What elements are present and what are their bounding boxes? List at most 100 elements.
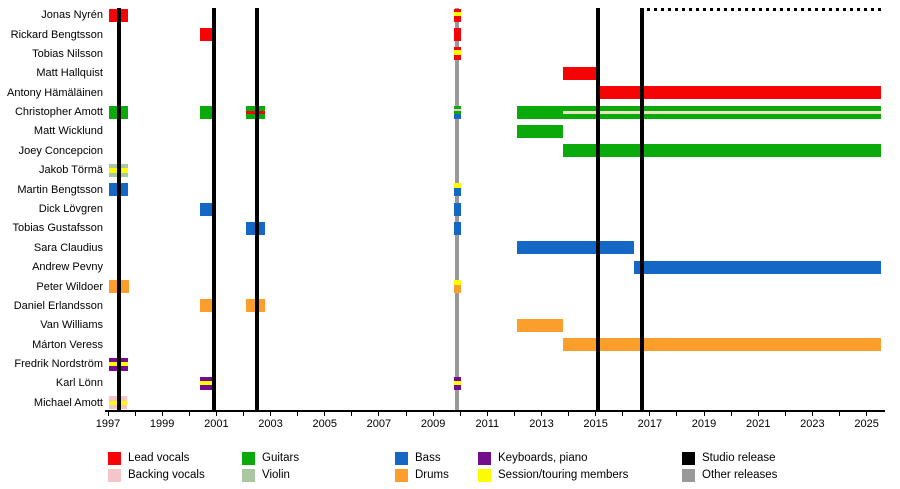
- legend-swatch: [242, 468, 255, 482]
- bar-segment: [454, 183, 461, 188]
- member-label: Fredrik Nordström: [14, 358, 103, 371]
- x-axis-label: 2019: [691, 418, 717, 430]
- x-axis-label: 2009: [420, 418, 446, 430]
- x-axis-label: 2015: [583, 418, 608, 430]
- timeline-bar: [454, 8, 461, 22]
- bar-segment: [454, 15, 461, 22]
- legend-label: Session/touring members: [498, 469, 629, 481]
- x-axis-tick: [297, 412, 299, 416]
- x-axis-label: 2013: [529, 418, 554, 430]
- x-axis-tick: [486, 412, 488, 416]
- x-axis-label: 2025: [854, 418, 879, 430]
- bar-segment: [454, 221, 461, 235]
- studio-release-line: [595, 8, 600, 410]
- timeline-bar: [454, 183, 461, 197]
- x-axis-tick: [161, 412, 163, 416]
- bar-segment: [454, 50, 461, 56]
- member-label: Sara Claudius: [33, 241, 103, 254]
- x-axis-tick: [839, 412, 840, 416]
- x-axis-tick: [459, 412, 461, 416]
- timeline-bar: [517, 105, 563, 119]
- legend-item: Violin: [242, 468, 290, 482]
- member-label: Andrew Pevny: [32, 261, 103, 274]
- legend-label: Keyboards, piano: [498, 452, 588, 464]
- top-dashed-line: [647, 8, 882, 11]
- legend-label: Bass: [415, 452, 441, 464]
- member-label: Michael Amott: [33, 396, 103, 409]
- legend-swatch: [682, 468, 695, 482]
- x-axis-tick: [270, 412, 272, 416]
- x-axis-tick: [784, 412, 786, 416]
- x-axis-tick: [622, 412, 624, 416]
- legend-swatch: [242, 451, 255, 465]
- legend-item: Keyboards, piano: [478, 451, 588, 465]
- legend-swatch: [682, 451, 695, 465]
- legend-item: Session/touring members: [478, 468, 628, 482]
- legend-label: Studio release: [702, 452, 776, 464]
- x-axis-tick: [540, 412, 542, 416]
- bar-segment: [454, 109, 461, 112]
- timeline-bar: [562, 66, 599, 80]
- timeline-bar: [454, 105, 461, 119]
- x-axis-label: 2023: [800, 418, 825, 430]
- member-label: Joey Concepcion: [18, 144, 103, 157]
- x-axis-label: 1997: [95, 418, 121, 430]
- legend-item: Bass: [395, 451, 441, 465]
- x-axis-tick: [757, 412, 759, 416]
- x-axis-tick: [405, 412, 407, 416]
- legend-item: Backing vocals: [108, 468, 205, 482]
- timeline-bar: [517, 241, 635, 255]
- member-label: Jakob Törmä: [39, 164, 103, 177]
- member-label: Jonas Nyrén: [41, 9, 103, 22]
- member-label: Tobias Gustafsson: [12, 222, 104, 235]
- bar-segment: [454, 8, 461, 12]
- legend-label: Other releases: [702, 469, 778, 481]
- bar-segment: [200, 381, 217, 385]
- timeline-bar: [517, 318, 563, 332]
- timeline-bar: [454, 376, 461, 390]
- x-axis-label: 2007: [366, 418, 392, 430]
- member-label: Dick Lövgren: [38, 203, 103, 215]
- member-label: Peter Wildoer: [36, 280, 103, 293]
- timeline-bar: [454, 28, 461, 42]
- member-label: Rickard Bengtsson: [10, 28, 103, 41]
- x-axis-tick: [134, 412, 136, 416]
- bar-segment: [562, 338, 882, 352]
- x-axis-tick: [107, 412, 109, 416]
- bar-segment: [517, 318, 563, 332]
- legend-label: Drums: [415, 469, 449, 481]
- x-axis-line: [105, 410, 885, 412]
- legend-item: Other releases: [682, 468, 777, 482]
- bar-segment: [517, 105, 563, 119]
- bar-segment: [454, 187, 461, 197]
- timeline-bar: [562, 105, 882, 119]
- bar-segment: [454, 381, 461, 385]
- x-axis-tick: [513, 412, 515, 416]
- timeline-bar: [517, 124, 563, 138]
- legend-label: Guitars: [262, 452, 300, 464]
- timeline-bar: [454, 202, 461, 216]
- x-axis-label: 1999: [149, 418, 175, 430]
- bar-segment: [634, 260, 882, 274]
- timeline-bar: [634, 260, 882, 274]
- legend-swatch: [108, 451, 121, 465]
- bar-segment: [562, 66, 599, 80]
- timeline-bar: [598, 86, 882, 100]
- timeline-bar: [200, 376, 217, 390]
- x-axis-tick: [676, 412, 678, 416]
- bar-segment: [598, 86, 882, 100]
- x-axis-tick: [188, 412, 190, 416]
- studio-release-line: [212, 8, 217, 410]
- x-axis-label: 2017: [637, 418, 663, 430]
- bar-segment: [454, 55, 461, 61]
- x-axis-tick: [730, 412, 732, 416]
- bar-segment: [562, 105, 882, 111]
- legend-label: Violin: [262, 469, 290, 481]
- legend-swatch: [108, 468, 121, 482]
- bar-segment: [454, 111, 461, 114]
- member-label: Karl Lönn: [55, 377, 103, 390]
- x-axis-tick: [811, 412, 813, 416]
- studio-release-line: [116, 8, 121, 410]
- member-label: Van Williams: [40, 319, 103, 332]
